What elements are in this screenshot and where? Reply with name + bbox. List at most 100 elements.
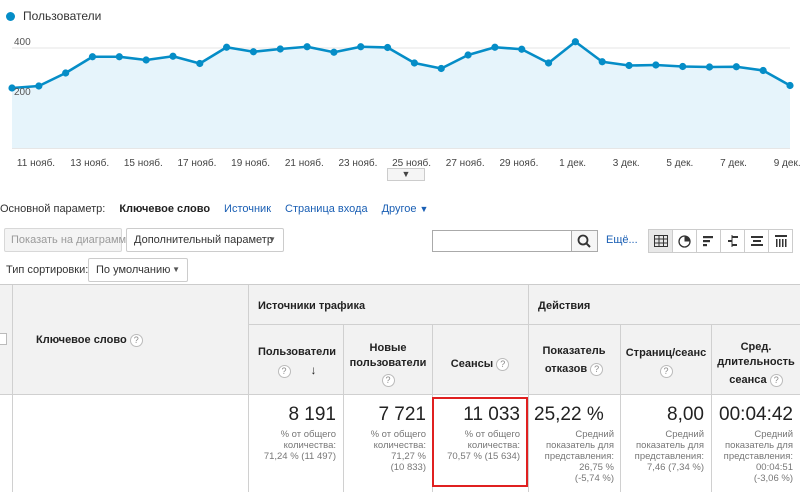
- x-tick-label: 27 нояб.: [446, 157, 485, 169]
- data-point: [732, 63, 740, 71]
- help-icon[interactable]: ?: [129, 334, 143, 347]
- help-icon[interactable]: ?: [381, 374, 395, 387]
- data-point: [518, 45, 526, 53]
- users-line-chart[interactable]: 400 200 11 нояб. 13 нояб. 15 нояб. 17 нояб. 19…: [0, 28, 800, 178]
- data-point: [115, 53, 123, 61]
- total-pages-session: 8,00 Средний показатель для представления:…: [622, 404, 704, 473]
- total-sessions-note-2: количества:: [467, 440, 520, 451]
- duration-note-2: показатель для: [725, 440, 793, 451]
- sort-type-label: Тип сортировки:: [6, 264, 89, 276]
- performance-view-icon: [702, 236, 713, 247]
- data-point: [62, 69, 70, 77]
- data-point: [437, 64, 445, 73]
- total-pages-session-value: 8,00: [667, 404, 704, 425]
- total-users-value: 8 191: [288, 404, 336, 425]
- plot-rows-button[interactable]: Показать на диаграмме: [4, 228, 132, 252]
- keyword-column-label: Ключевое слово: [36, 334, 127, 346]
- search-button[interactable]: [572, 230, 598, 252]
- dimension-source[interactable]: Источник: [224, 203, 272, 215]
- term-cloud-view-button[interactable]: [744, 229, 769, 253]
- col-duration-label-2: длительность: [717, 356, 795, 368]
- col-pages-label: Страниц/сеанс: [625, 347, 707, 359]
- dimension-landing-page[interactable]: Страница входа: [285, 203, 368, 215]
- col-duration-label-3: сеанса: [729, 374, 767, 386]
- performance-view-button[interactable]: [696, 229, 721, 253]
- total-users-note-3: 71,24 % (11 497): [263, 451, 336, 462]
- series-area: [12, 41, 790, 148]
- chevron-down-icon: ▼: [268, 235, 276, 244]
- bounce-note-5: (-5,74 %): [574, 473, 614, 484]
- data-point: [571, 38, 579, 46]
- x-tick-label: 17 нояб.: [178, 157, 217, 169]
- x-tick-label: 23 нояб.: [338, 157, 377, 169]
- secondary-dimension-dropdown[interactable]: Дополнительный параметр ▼: [126, 228, 284, 252]
- data-point: [464, 51, 472, 59]
- col-header-new-users[interactable]: Новые пользователи ?: [346, 341, 430, 388]
- term-cloud-view-icon: [750, 236, 763, 246]
- data-point: [544, 59, 553, 67]
- data-point: [196, 59, 204, 68]
- pivot-view-button[interactable]: [768, 229, 793, 253]
- col-header-pages-session[interactable]: Страниц/сеанс ?: [622, 346, 710, 379]
- bounce-note-4: 26,75 %: [579, 462, 614, 473]
- x-tick-label: 13 нояб.: [70, 157, 109, 169]
- grid-view-icon: [653, 235, 668, 247]
- total-bounce-rate: 25,22 % Средний показатель для представлен…: [530, 404, 614, 484]
- secondary-dimension-label: Дополнительный параметр: [134, 234, 273, 246]
- col-header-users[interactable]: Пользователи ? ↓: [252, 345, 342, 379]
- comparison-view-button[interactable]: [720, 229, 745, 253]
- data-point: [88, 53, 97, 61]
- pie-view-button[interactable]: [672, 229, 697, 253]
- help-icon[interactable]: ?: [277, 365, 291, 378]
- total-sessions-note-1: % от общего: [464, 429, 520, 440]
- col-header-avg-duration[interactable]: Сред. длительность сеанса ?: [713, 340, 799, 388]
- grid-view-button[interactable]: [648, 229, 673, 253]
- help-icon[interactable]: ?: [590, 363, 604, 376]
- col-new-users-label-2: пользователи: [349, 357, 427, 369]
- help-icon[interactable]: ?: [496, 358, 510, 371]
- pie-view-icon: [678, 234, 691, 248]
- data-point: [491, 43, 499, 51]
- bounce-note-2: показатель для: [546, 440, 614, 451]
- data-point: [303, 43, 311, 51]
- data-point: [35, 82, 43, 90]
- total-new-users-note-4: (10 833): [390, 462, 426, 473]
- table-search-input[interactable]: [432, 230, 572, 252]
- primary-dimension-bar: Основной параметр: Ключевое слово Источн…: [0, 203, 428, 215]
- x-tick-label: 11 нояб.: [17, 157, 55, 169]
- data-point: [223, 43, 231, 51]
- sort-type-value: По умолчанию: [96, 264, 171, 276]
- x-tick-label: 25 нояб.: [392, 157, 431, 169]
- total-new-users-note-1: % от общего: [370, 429, 426, 440]
- help-icon[interactable]: ?: [659, 365, 673, 378]
- dimension-other-dropdown[interactable]: Другое ▼: [382, 203, 429, 215]
- pages-note-3: представления:: [634, 451, 704, 462]
- sessions-highlight-box: [432, 397, 528, 487]
- dimension-other-label: Другое: [381, 203, 417, 215]
- help-icon[interactable]: ?: [769, 374, 783, 387]
- duration-note-5: (-3,06 %): [753, 473, 793, 484]
- x-tick-label: 5 дек.: [666, 158, 693, 169]
- dimension-keyword[interactable]: Ключевое слово: [119, 203, 211, 215]
- col-header-bounce-rate[interactable]: Показатель отказов ?: [530, 344, 618, 377]
- data-point: [652, 61, 660, 69]
- select-all-checkbox[interactable]: [0, 333, 7, 345]
- data-point: [759, 66, 767, 75]
- advanced-filter-link[interactable]: Ещё...: [606, 234, 638, 246]
- sort-type-dropdown[interactable]: По умолчанию ▼: [88, 258, 188, 282]
- group-actions: Действия: [538, 300, 591, 312]
- y-tick-label: 400: [14, 37, 31, 48]
- sort-desc-icon: ↓: [310, 363, 317, 377]
- col-header-sessions[interactable]: Сеансы ?: [434, 357, 526, 372]
- total-sessions: 11 033 % от общего количества: 70,57 % (15…: [436, 404, 520, 462]
- data-point: [679, 62, 687, 71]
- pages-note-2: показатель для: [636, 440, 704, 451]
- legend-label: Пользователи: [23, 9, 102, 23]
- col-duration-label-1: Сред.: [740, 341, 772, 353]
- chart-legend[interactable]: Пользователи: [6, 9, 101, 23]
- chart-collapse-toggle[interactable]: ▼: [387, 168, 425, 181]
- keyword-column-header[interactable]: Ключевое слово ?: [36, 333, 143, 348]
- col-new-users-label-1: Новые: [369, 342, 407, 354]
- data-point: [705, 63, 714, 71]
- total-sessions-note-3: 70,57 % (15 634): [447, 451, 520, 462]
